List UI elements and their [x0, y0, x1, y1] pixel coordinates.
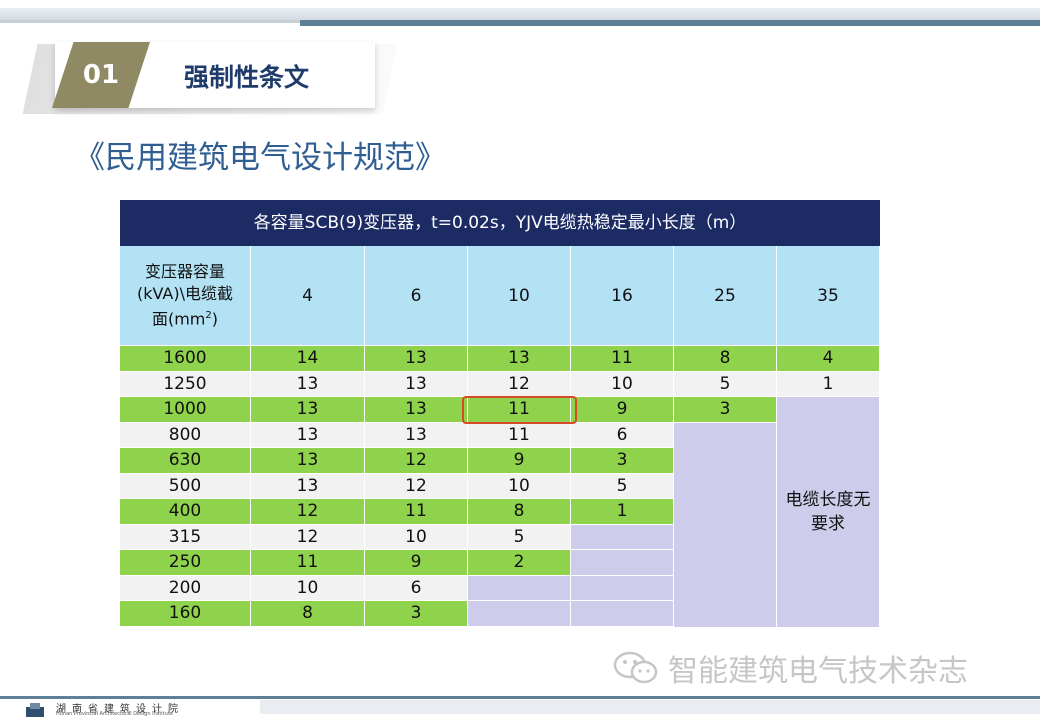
- table-cell: 5: [468, 524, 571, 550]
- table-cell: 10: [251, 575, 365, 601]
- row-capacity: 500: [120, 473, 251, 499]
- empty-cell: [571, 601, 674, 627]
- wechat-icon: [612, 650, 660, 686]
- table-cell: 13: [251, 371, 365, 397]
- empty-cell: [468, 575, 571, 601]
- footer-org-cn: 湖南省建筑设计院: [56, 704, 184, 715]
- row-capacity: 1600: [120, 346, 251, 372]
- table-cell: 14: [251, 346, 365, 372]
- table-cell: 6: [571, 422, 674, 448]
- table-cell: 10: [365, 524, 468, 550]
- table-cell: 13: [251, 448, 365, 474]
- table-cell: 12: [251, 499, 365, 525]
- table-cell: 3: [365, 601, 468, 627]
- table-cell: 13: [251, 397, 365, 423]
- top-decor-band: [0, 0, 1040, 30]
- institute-logo-icon: [26, 702, 44, 717]
- empty-region-col-25: [674, 422, 777, 627]
- corner-header-line2: (kVA)\电缆截: [136, 283, 233, 303]
- table-cell: 12: [251, 524, 365, 550]
- table-cell: 4: [777, 346, 880, 372]
- table-cell: 1: [571, 499, 674, 525]
- empty-cell: [571, 550, 674, 576]
- column-header: 6: [365, 246, 468, 346]
- no-requirement-note: 电缆长度无要求: [777, 397, 880, 627]
- table-cell: 11: [571, 346, 674, 372]
- column-header: 25: [674, 246, 777, 346]
- row-capacity: 1250: [120, 371, 251, 397]
- top-band-blue: [300, 20, 1040, 26]
- table-cell: 11: [251, 550, 365, 576]
- row-capacity: 200: [120, 575, 251, 601]
- corner-header-line1: 变压器容量: [144, 261, 225, 281]
- table-cell: 5: [571, 473, 674, 499]
- table-cell: 2: [468, 550, 571, 576]
- table-cell: 8: [468, 499, 571, 525]
- table-cell: 13: [251, 473, 365, 499]
- table-cell: 3: [674, 397, 777, 423]
- table-cell: 9: [468, 448, 571, 474]
- row-capacity: 800: [120, 422, 251, 448]
- table-cell: 11: [365, 499, 468, 525]
- table-cell: 12: [365, 448, 468, 474]
- table-cell: 8: [674, 346, 777, 372]
- cable-length-table: 各容量SCB(9)变压器，t=0.02s，YJV电缆热稳定最小长度（m） 变压器…: [120, 200, 880, 627]
- row-capacity: 250: [120, 550, 251, 576]
- column-header: 10: [468, 246, 571, 346]
- table-cell: 13: [365, 422, 468, 448]
- top-band-gray: [0, 20, 300, 23]
- table-cell: 8: [251, 601, 365, 627]
- bottom-rule: [0, 696, 1040, 699]
- row-capacity: 630: [120, 448, 251, 474]
- table-cell: 13: [365, 346, 468, 372]
- top-band-light: [0, 8, 1040, 20]
- table-cell: 10: [571, 371, 674, 397]
- column-header: 35: [777, 246, 880, 346]
- table-cell: 13: [365, 371, 468, 397]
- row-capacity: 1000: [120, 397, 251, 423]
- empty-cell: [571, 575, 674, 601]
- empty-cell: [468, 601, 571, 627]
- table-cell: 6: [365, 575, 468, 601]
- row-capacity: 400: [120, 499, 251, 525]
- table-cell: 13: [365, 397, 468, 423]
- table-cell: 10: [468, 473, 571, 499]
- table-cell: 13: [468, 346, 571, 372]
- corner-header: 变压器容量 (kVA)\电缆截 面(mm2): [120, 246, 251, 346]
- footer-org-en: Hunan Provincial Architectural Design In…: [56, 711, 173, 717]
- row-capacity: 315: [120, 524, 251, 550]
- page-title: 《民用建筑电气设计规范》: [74, 140, 446, 176]
- bottom-band: [260, 700, 1040, 714]
- section-title: 强制性条文: [184, 63, 310, 92]
- table-cell: 12: [365, 473, 468, 499]
- corner-header-line3-suffix: ): [211, 309, 219, 329]
- table-cell: 3: [571, 448, 674, 474]
- table-cell: 5: [674, 371, 777, 397]
- table-cell: 9: [365, 550, 468, 576]
- watermark: 智能建筑电气技术杂志: [612, 646, 968, 690]
- watermark-text: 智能建筑电气技术杂志: [668, 654, 968, 689]
- table-cell: 13: [251, 422, 365, 448]
- table-cell: 9: [571, 397, 674, 423]
- table-cell: 11: [468, 422, 571, 448]
- table-cell: 12: [468, 371, 571, 397]
- table-caption: 各容量SCB(9)变压器，t=0.02s，YJV电缆热稳定最小长度（m）: [120, 200, 880, 246]
- empty-cell: [571, 524, 674, 550]
- column-header: 4: [251, 246, 365, 346]
- section-number: 01: [82, 60, 120, 90]
- row-capacity: 160: [120, 601, 251, 627]
- table-cell: 1: [777, 371, 880, 397]
- corner-header-line3-prefix: 面(mm: [151, 309, 206, 329]
- column-header: 16: [571, 246, 674, 346]
- highlight-box: [462, 396, 577, 424]
- corner-header-sup: 2: [205, 309, 212, 321]
